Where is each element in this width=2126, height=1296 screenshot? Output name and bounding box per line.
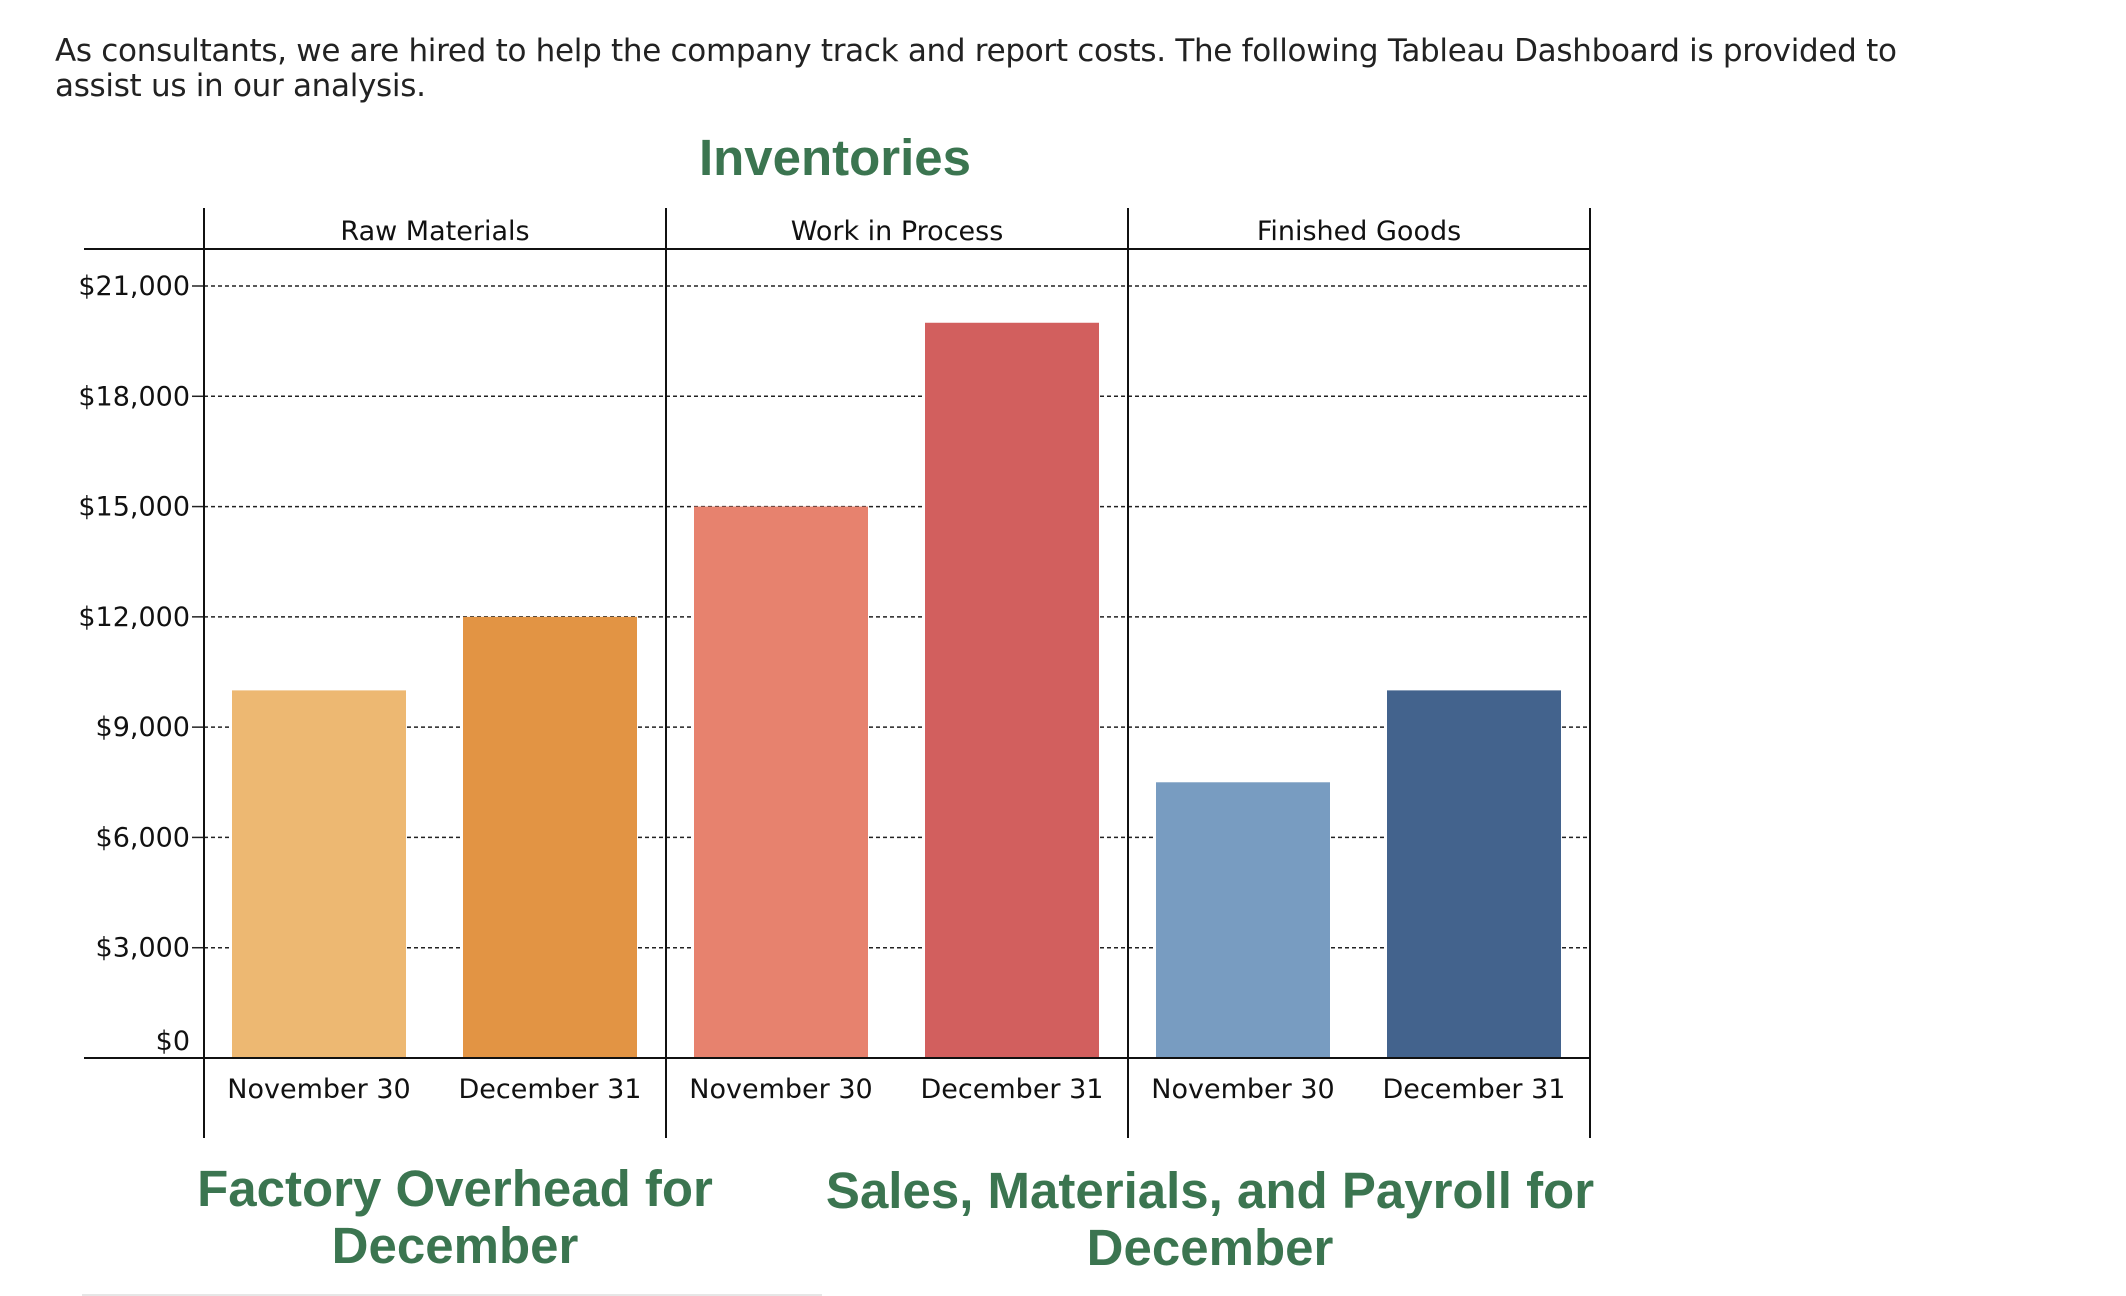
y-tick-label: $6,000 xyxy=(96,822,190,853)
bar xyxy=(463,616,637,1058)
x-category-label: December 31 xyxy=(921,1074,1104,1105)
x-category-label: December 31 xyxy=(1383,1074,1566,1105)
y-tick-label: $18,000 xyxy=(78,381,190,412)
y-tick-label: $3,000 xyxy=(96,933,190,964)
inventories-chart: $0 $3,000 $6,000 $9,000 $12,000 $15,000 $18,00… xyxy=(78,208,1591,1138)
x-category-label: November 30 xyxy=(1151,1074,1334,1105)
factory-overhead-heading: Factory Overhead for December xyxy=(197,1160,713,1274)
pane-header-label: Work in Process xyxy=(791,216,1004,247)
bar xyxy=(1387,690,1561,1058)
y-tick-label: $12,000 xyxy=(78,602,190,633)
chart-title: Inventories xyxy=(698,129,972,186)
pane-header-label: Finished Goods xyxy=(1257,216,1461,247)
y-tick-label: $15,000 xyxy=(78,492,190,523)
y-tick-label: $9,000 xyxy=(96,712,190,743)
intro-text: As consultants, we are hired to help the… xyxy=(55,33,1897,104)
pane-header-label: Raw Materials xyxy=(340,216,529,247)
bar xyxy=(232,690,406,1058)
x-category-label: December 31 xyxy=(459,1074,642,1105)
bar xyxy=(1156,782,1330,1058)
bar xyxy=(925,322,1099,1058)
sales-materials-payroll-heading: Sales, Materials, and Payroll for Decemb… xyxy=(825,1162,1595,1276)
y-tick-label: $0 xyxy=(156,1026,190,1057)
x-category-label: November 30 xyxy=(227,1074,410,1105)
y-tick-label: $21,000 xyxy=(78,271,190,302)
bar xyxy=(694,506,868,1059)
x-category-label: November 30 xyxy=(689,1074,872,1105)
